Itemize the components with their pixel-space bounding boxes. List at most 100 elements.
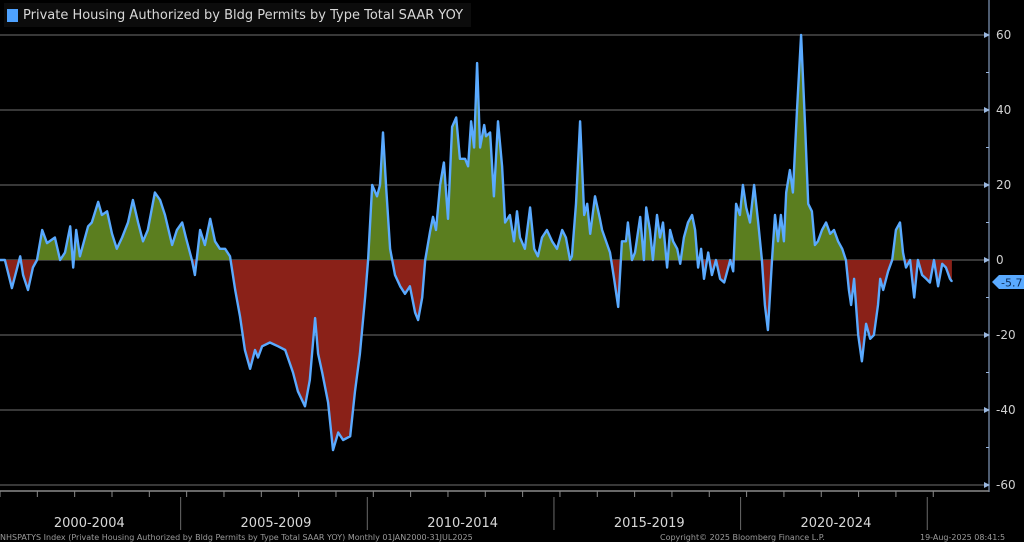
data-point bbox=[761, 259, 763, 261]
data-point bbox=[639, 216, 641, 218]
data-point bbox=[91, 221, 93, 224]
data-point bbox=[36, 259, 38, 261]
footer-timestamp: 19-Aug-2025 08:41:5 bbox=[920, 533, 1005, 542]
data-point bbox=[869, 338, 871, 340]
data-point bbox=[432, 216, 434, 218]
data-point bbox=[882, 289, 884, 291]
data-point bbox=[899, 221, 901, 224]
data-point bbox=[833, 229, 835, 231]
data-point bbox=[447, 218, 449, 220]
data-point bbox=[949, 278, 951, 280]
data-point bbox=[817, 240, 819, 243]
data-point bbox=[796, 109, 798, 111]
data-point bbox=[821, 229, 823, 231]
data-point bbox=[643, 259, 645, 261]
data-point bbox=[451, 126, 453, 128]
data-point bbox=[106, 210, 108, 213]
data-point bbox=[22, 274, 24, 276]
legend-label: Private Housing Authorized by Bldg Permi… bbox=[23, 7, 464, 23]
data-point bbox=[0, 259, 1, 261]
data-point bbox=[723, 281, 725, 284]
data-point bbox=[261, 345, 263, 348]
data-point bbox=[729, 259, 731, 261]
data-point bbox=[691, 214, 693, 216]
data-point bbox=[516, 210, 518, 213]
data-point bbox=[700, 248, 702, 250]
data-point bbox=[873, 334, 875, 336]
data-point bbox=[601, 229, 603, 231]
data-point bbox=[887, 270, 889, 273]
data-point bbox=[703, 278, 705, 280]
data-point bbox=[254, 349, 256, 351]
data-point bbox=[742, 184, 744, 186]
data-point bbox=[234, 289, 236, 291]
data-point bbox=[537, 255, 539, 258]
data-point bbox=[925, 278, 927, 280]
y-tick-label: 40 bbox=[996, 103, 1011, 117]
data-point bbox=[792, 191, 794, 194]
data-point bbox=[669, 229, 671, 231]
x-period-label: 2010-2014 bbox=[427, 516, 498, 531]
data-point bbox=[439, 184, 441, 186]
data-point bbox=[715, 259, 717, 261]
data-point bbox=[399, 285, 402, 288]
data-point bbox=[459, 158, 461, 160]
data-point bbox=[921, 274, 923, 276]
data-point bbox=[371, 184, 374, 186]
data-point bbox=[284, 349, 287, 351]
data-point bbox=[41, 229, 43, 231]
x-period-label: 2020-2024 bbox=[800, 516, 871, 531]
data-point bbox=[589, 233, 591, 235]
data-point bbox=[464, 158, 466, 160]
data-point bbox=[164, 214, 166, 216]
data-point bbox=[645, 206, 647, 209]
data-point bbox=[811, 210, 813, 213]
data-point bbox=[314, 317, 316, 319]
data-point bbox=[127, 221, 129, 224]
data-point bbox=[181, 221, 183, 224]
y-tick-mark bbox=[984, 182, 990, 188]
data-point bbox=[785, 191, 787, 194]
data-point bbox=[857, 334, 859, 336]
y-tick-mark bbox=[984, 407, 990, 413]
data-point bbox=[504, 221, 506, 224]
y-tick-label: 20 bbox=[996, 178, 1011, 192]
data-point bbox=[621, 240, 623, 243]
data-point bbox=[627, 221, 629, 224]
data-point bbox=[214, 240, 216, 243]
data-point bbox=[571, 255, 573, 258]
data-point bbox=[342, 439, 344, 441]
data-point bbox=[586, 203, 588, 205]
data-point bbox=[850, 304, 852, 306]
data-point bbox=[726, 270, 728, 273]
data-point bbox=[767, 329, 769, 331]
data-point bbox=[546, 229, 548, 231]
data-point bbox=[32, 266, 34, 269]
data-point bbox=[194, 274, 196, 276]
data-point bbox=[652, 259, 654, 261]
data-point bbox=[825, 221, 827, 224]
data-point bbox=[404, 293, 406, 295]
data-point bbox=[435, 229, 437, 231]
data-point bbox=[159, 199, 161, 201]
data-point bbox=[841, 248, 843, 250]
data-point bbox=[524, 248, 526, 250]
data-point bbox=[848, 289, 850, 291]
data-point bbox=[79, 255, 81, 258]
data-point bbox=[292, 371, 294, 374]
data-point bbox=[783, 240, 785, 243]
data-point bbox=[389, 248, 391, 250]
data-point bbox=[332, 449, 334, 451]
data-point bbox=[376, 195, 378, 198]
data-point bbox=[694, 229, 696, 231]
data-point bbox=[46, 242, 48, 244]
data-point bbox=[753, 184, 755, 186]
data-point bbox=[909, 259, 911, 261]
last-value-badge: -5.7 bbox=[992, 275, 1024, 290]
data-point bbox=[569, 259, 571, 261]
last-value-badge-shape bbox=[992, 275, 1024, 289]
data-point bbox=[739, 214, 741, 216]
data-point bbox=[551, 240, 553, 243]
x-period-label: 2000-2004 bbox=[54, 516, 125, 531]
